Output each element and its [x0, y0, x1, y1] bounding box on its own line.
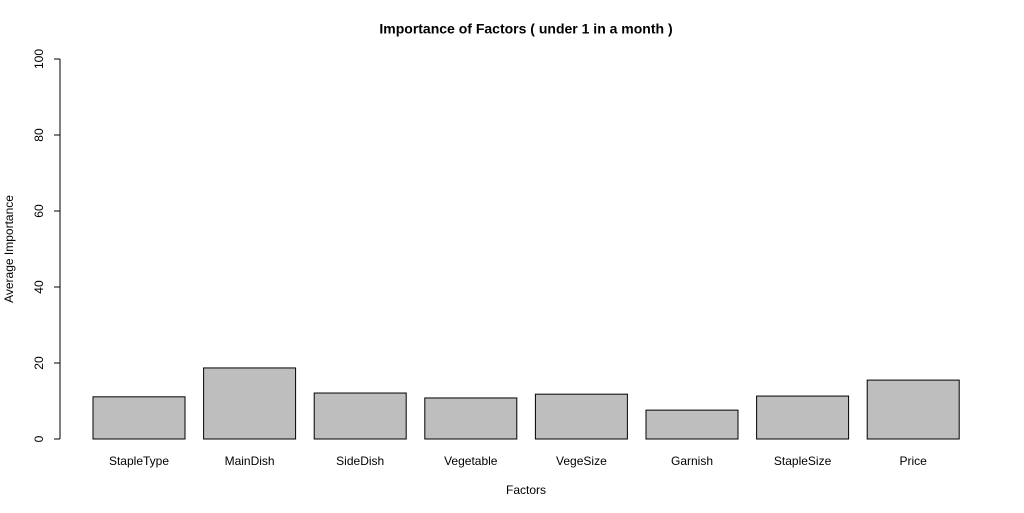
bar: [424, 397, 518, 440]
x-tick-label: Price: [900, 454, 928, 468]
x-tick-label: Garnish: [671, 454, 713, 468]
x-tick-label: VegeSize: [556, 454, 607, 468]
bar: [645, 409, 739, 440]
bar: [92, 396, 186, 440]
bar: [866, 379, 960, 440]
y-tick-label: 0: [32, 435, 46, 442]
x-tick-label: SideDish: [336, 454, 384, 468]
y-tick-label: 60: [32, 204, 46, 218]
y-tick-label: 80: [32, 128, 46, 142]
bar: [203, 367, 297, 440]
bar: [313, 392, 407, 440]
y-tick-label: 40: [32, 280, 46, 294]
x-tick-label: MainDish: [225, 454, 275, 468]
x-tick-label: StapleType: [109, 454, 169, 468]
x-axis-label: Factors: [506, 483, 546, 497]
x-tick-label: Vegetable: [444, 454, 498, 468]
y-axis-label: Average Importance: [2, 195, 16, 303]
y-tick-label: 100: [32, 49, 46, 69]
x-tick-label: StapleSize: [774, 454, 832, 468]
bar: [756, 395, 850, 440]
y-tick-label: 20: [32, 356, 46, 370]
bar: [534, 393, 628, 440]
chart-title: Importance of Factors ( under 1 in a mon…: [379, 21, 672, 37]
